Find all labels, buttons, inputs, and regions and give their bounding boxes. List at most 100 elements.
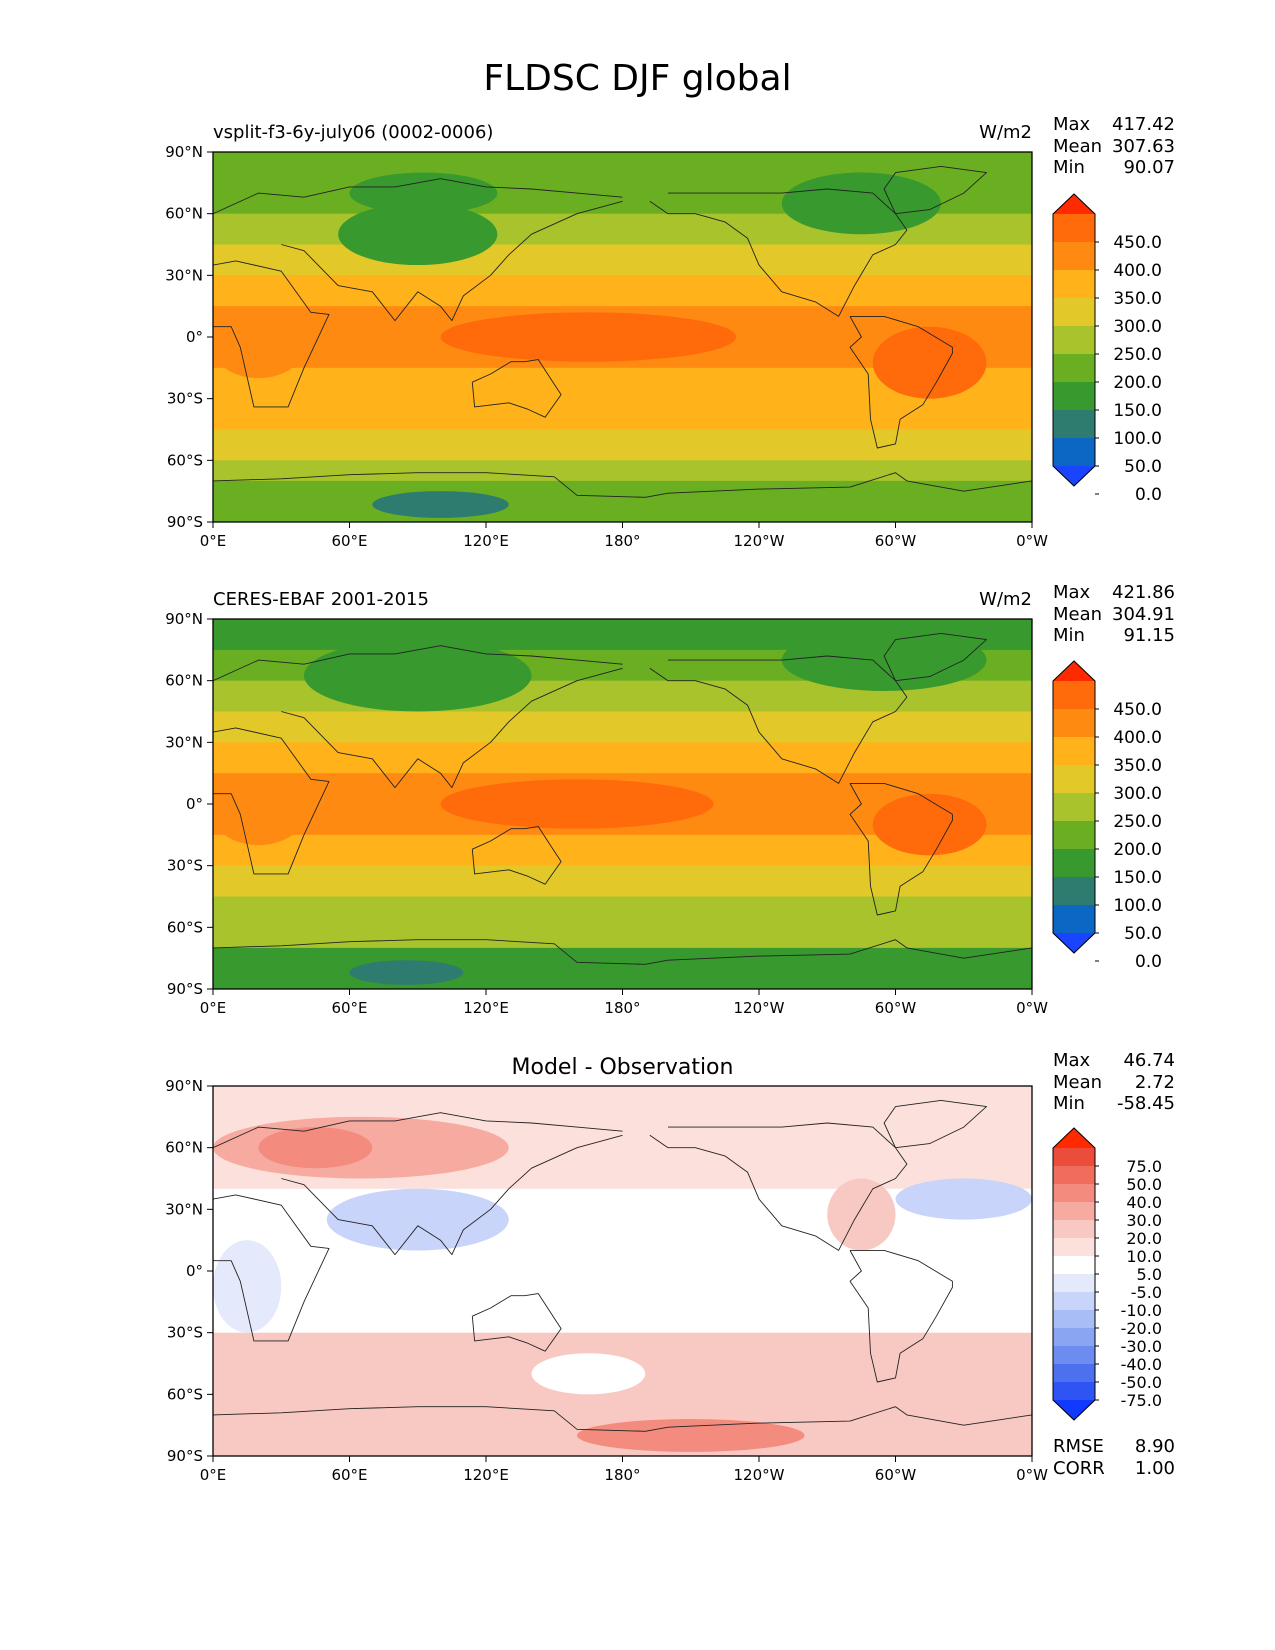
panel3-stats: Max 46.74 Mean 2.72 Min -58.45 [1053, 1050, 1175, 1115]
max-value: 46.74 [1123, 1050, 1175, 1071]
coastline [883, 632, 987, 682]
colorbar-tick-label: 450.0 [1113, 233, 1162, 253]
colorbar-segment [1053, 737, 1095, 766]
y-tick-label: 0° [186, 795, 203, 813]
colorbar-segment [1053, 1346, 1095, 1365]
x-tick-label: 180° [604, 999, 640, 1017]
colorbar-tick-label: 400.0 [1113, 728, 1162, 748]
min-value: 91.15 [1123, 625, 1175, 646]
colorbar-segment [1053, 1274, 1095, 1293]
x-tick-label: 120°W [734, 1466, 785, 1484]
y-tick-label: 90°N [165, 1077, 203, 1095]
y-tick-label: 0° [186, 1262, 203, 1280]
mean-label: Mean [1053, 603, 1103, 625]
coastline [649, 655, 908, 784]
colorbar-tick-label: -20.0 [1121, 1319, 1162, 1338]
field-layer [213, 152, 1032, 522]
colorbar-segment [1053, 905, 1095, 934]
field-band [213, 711, 1032, 743]
y-tick-label: 90°S [167, 1447, 203, 1465]
panel-title: CERES-EBAF 2001-2015 [213, 589, 429, 610]
min-label: Min [1053, 625, 1085, 646]
field-band [213, 429, 1032, 461]
colorbar-tick-label: 250.0 [1113, 812, 1162, 832]
field-patch [349, 960, 464, 985]
field-band [213, 460, 1032, 482]
max-label: Max [1053, 582, 1091, 603]
coastline [471, 359, 562, 418]
colorbar-segment [1053, 298, 1095, 327]
colorbar-tick-label: 150.0 [1113, 868, 1162, 888]
colorbar-segment [1053, 1202, 1095, 1221]
mean-value: 304.91 [1112, 603, 1175, 625]
colorbar-tick-label: 50.0 [1124, 457, 1162, 477]
x-tick-label: 180° [604, 1466, 640, 1484]
field-patch [213, 783, 304, 846]
coastline [471, 1293, 562, 1352]
colorbar-tick-label: 50.0 [1126, 1175, 1162, 1194]
field-layer [213, 1086, 1032, 1456]
field-band [213, 896, 1032, 928]
x-tick-label: 0°E [200, 1466, 227, 1484]
coastline [849, 782, 953, 916]
field-band [213, 398, 1032, 430]
coastline [849, 315, 953, 449]
x-tick-label: 120°W [734, 999, 785, 1017]
field-band [213, 152, 1032, 184]
colorbar-tick-label: 200.0 [1113, 373, 1162, 393]
field-patch [326, 1188, 509, 1251]
colorbar-tick-label: 150.0 [1113, 401, 1162, 421]
field-band [213, 275, 1032, 307]
colorbar-tick-label: 20.0 [1126, 1229, 1162, 1248]
min-value: -58.45 [1116, 1093, 1175, 1114]
mean-label: Mean [1053, 1071, 1103, 1093]
field-patch [213, 316, 304, 379]
colorbar-segment [1053, 849, 1095, 878]
coastline [213, 727, 330, 875]
coastline [213, 178, 623, 215]
colorbar-tick-label: 5.0 [1137, 1265, 1162, 1284]
colorbar-segment [1053, 354, 1095, 383]
rmse-value: 8.90 [1134, 1436, 1175, 1457]
colorbar-segment [1053, 1328, 1095, 1347]
x-tick-label: 0°E [200, 532, 227, 550]
field-patch [872, 326, 987, 399]
y-tick-label: 30°S [167, 390, 203, 408]
panel-units: W/m2 [979, 589, 1032, 610]
colorbar-tick-label: 0.0 [1135, 485, 1162, 505]
field-patch [895, 1178, 1032, 1220]
mean-value: 2.72 [1134, 1071, 1175, 1093]
panel-title: Model - Observation [512, 1055, 734, 1080]
colorbar-tick-label: 350.0 [1113, 289, 1162, 309]
mean-label: Mean [1053, 135, 1103, 157]
max-label: Max [1053, 1050, 1091, 1071]
colorbar-segment [1053, 1184, 1095, 1203]
colorbar-tick-label: 0.0 [1135, 952, 1162, 972]
colorbar-segment [1053, 1382, 1095, 1401]
colorbar-segment [1053, 709, 1095, 738]
panel1-stats: Max 417.42 Mean 307.63 Min 90.07 [1053, 114, 1175, 179]
y-tick-label: 60°N [165, 672, 203, 690]
field-patch [304, 639, 532, 712]
mean-value: 307.63 [1112, 135, 1175, 157]
coastline [471, 826, 562, 885]
y-tick-label: 90°S [167, 513, 203, 531]
colorbar-tick-label: -5.0 [1131, 1283, 1162, 1302]
coastline [281, 667, 623, 789]
colorbar-segment [1053, 382, 1095, 411]
x-tick-label: 120°W [734, 532, 785, 550]
y-tick-label: 0° [186, 328, 203, 346]
field-patch [827, 1178, 896, 1251]
field-patch [440, 312, 737, 362]
colorbar-segment [1053, 270, 1095, 299]
colorbar-segment [1053, 681, 1095, 710]
x-tick-label: 60°E [331, 999, 367, 1017]
colorbar-tick-label: -40.0 [1121, 1355, 1162, 1374]
y-tick-label: 30°S [167, 1324, 203, 1342]
colorbar-segment [1053, 1310, 1095, 1329]
field-patch [213, 1240, 282, 1333]
colorbar-extend-max [1053, 661, 1095, 681]
colorbar-segment [1053, 1292, 1095, 1311]
max-label: Max [1053, 114, 1091, 135]
colorbar-extend-max [1053, 1128, 1095, 1148]
